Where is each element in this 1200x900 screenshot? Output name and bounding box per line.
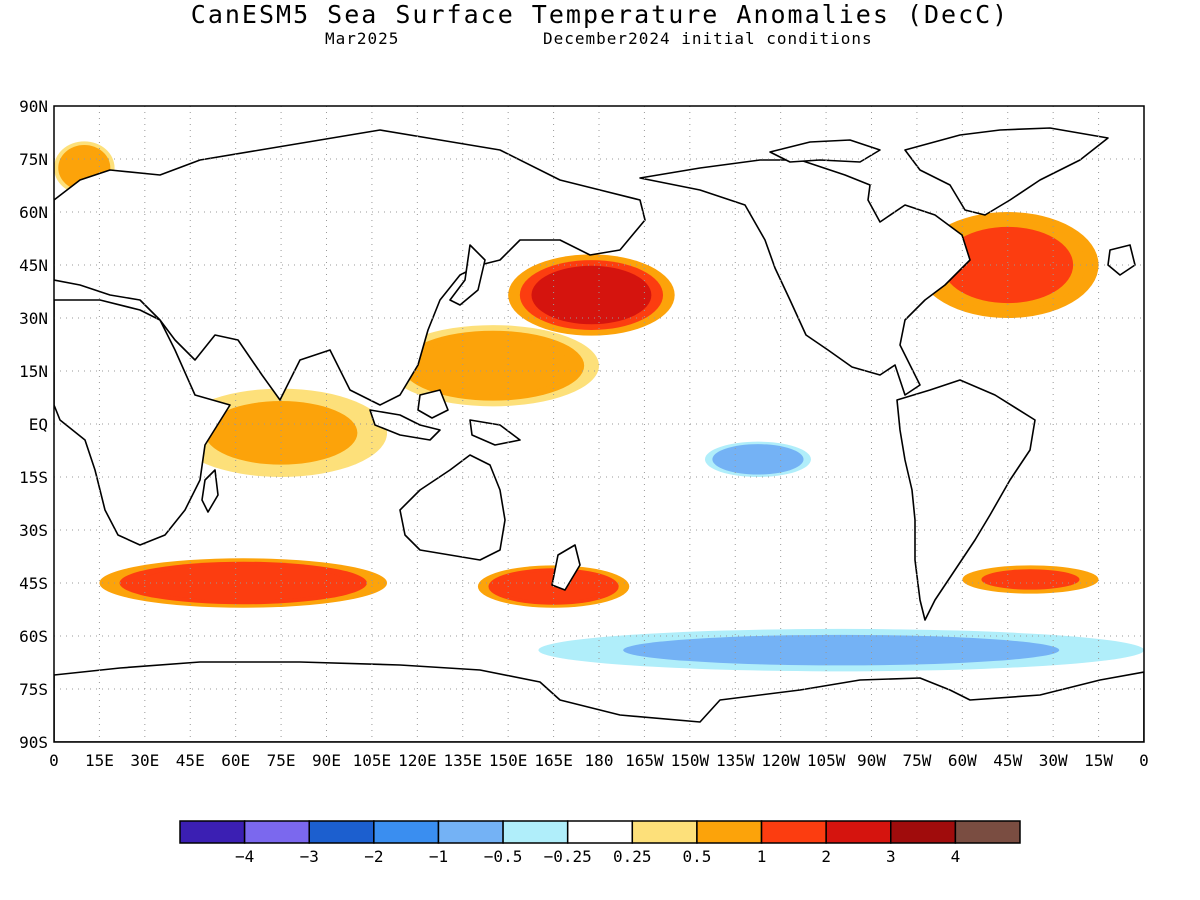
colorbar-box bbox=[308, 820, 375, 844]
longitude-labels: 0 15E 30E 45E 60E 75E 90E 105E 120E 135E 150E 165E 1… bbox=[49, 751, 1149, 770]
colorbar-label: −0.5 bbox=[484, 847, 523, 866]
colorbar-box bbox=[437, 820, 504, 844]
lon-label: 150E bbox=[489, 751, 528, 770]
colorbar-label: −2 bbox=[364, 847, 383, 866]
map-frame bbox=[53, 105, 1145, 743]
japan-islands bbox=[449, 244, 486, 306]
lat-label: 45S bbox=[19, 574, 48, 593]
lat-label: 45N bbox=[19, 256, 48, 275]
colorbar-box bbox=[243, 820, 310, 844]
lon-label: 90E bbox=[312, 751, 341, 770]
borneo-island bbox=[417, 389, 449, 419]
lat-label: EQ bbox=[29, 415, 48, 434]
colorbar-box bbox=[696, 820, 763, 844]
lat-label: 15N bbox=[19, 362, 48, 381]
new-guinea-island bbox=[469, 419, 521, 446]
colorbar-label: 0.25 bbox=[613, 847, 652, 866]
colorbar-label: 0.5 bbox=[682, 847, 711, 866]
lon-label: 180 bbox=[585, 751, 614, 770]
lon-label: 165E bbox=[534, 751, 573, 770]
sst-anomaly-map: 90N 75N 60N 45N 30N 15N EQ 15S 30S 45S 60S 75S 90S 0… bbox=[19, 97, 1149, 770]
colorbar-box bbox=[954, 820, 1021, 844]
init-conditions-label: December2024 initial conditions bbox=[543, 29, 873, 48]
greenland-landmass bbox=[904, 127, 1109, 216]
anomaly-patch bbox=[942, 226, 1074, 304]
colorbar-box bbox=[631, 820, 698, 844]
colorbar-label: 2 bbox=[821, 847, 831, 866]
lat-label: 30N bbox=[19, 309, 48, 328]
lon-label: 105W bbox=[807, 751, 846, 770]
north-america-landmass bbox=[639, 159, 971, 396]
colorbar-label: −0.25 bbox=[544, 847, 592, 866]
lon-label: 120E bbox=[398, 751, 437, 770]
colorbar-box bbox=[179, 820, 246, 844]
lon-label: 75W bbox=[902, 751, 931, 770]
colorbar-label: −1 bbox=[429, 847, 448, 866]
south-america-landmass bbox=[896, 379, 1036, 621]
anomaly-patch bbox=[416, 336, 570, 395]
lon-label: 60E bbox=[221, 751, 250, 770]
lon-label: 15E bbox=[85, 751, 114, 770]
indonesia-islands bbox=[369, 409, 441, 441]
lat-label: 60N bbox=[19, 203, 48, 222]
anomaly-patch bbox=[531, 265, 652, 325]
colorbar-box bbox=[890, 820, 957, 844]
valid-month-label: Mar2025 bbox=[325, 29, 400, 48]
map-title: CanESM5 Sea Surface Temperature Anomalie… bbox=[190, 0, 1010, 29]
colorbar-labels: −4 −3 −2 −1 −0.5 −0.25 0.25 0.5 1 2 3 4 bbox=[235, 847, 960, 866]
lon-label: 0 bbox=[49, 751, 59, 770]
colorbar-box bbox=[502, 820, 569, 844]
lat-label: 15S bbox=[19, 468, 48, 487]
anomaly-patch bbox=[139, 565, 347, 601]
lon-label: 135E bbox=[443, 751, 482, 770]
colorbar-label: −3 bbox=[300, 847, 319, 866]
anomaly-patch bbox=[623, 634, 1060, 666]
lat-label: 75S bbox=[19, 680, 48, 699]
anomaly-field bbox=[54, 141, 1144, 672]
lon-label: 45W bbox=[993, 751, 1022, 770]
lon-label: 15W bbox=[1084, 751, 1113, 770]
eurasia-landmass bbox=[54, 129, 646, 406]
land-masses bbox=[54, 127, 1144, 742]
lon-label: 165W bbox=[625, 751, 664, 770]
colorbar-label: 3 bbox=[886, 847, 896, 866]
colorbar-box bbox=[760, 820, 827, 844]
colorbar-box bbox=[566, 820, 634, 844]
lat-label: 60S bbox=[19, 627, 48, 646]
lon-label: 135W bbox=[716, 751, 755, 770]
lon-label: 60W bbox=[948, 751, 977, 770]
lat-label: 90N bbox=[19, 97, 48, 116]
colorbar-label: 1 bbox=[757, 847, 767, 866]
colorbar-boxes bbox=[179, 820, 1021, 844]
lat-label: 75N bbox=[19, 150, 48, 169]
lon-label: 90W bbox=[857, 751, 886, 770]
british-isles bbox=[1107, 244, 1136, 276]
colorbar-label: 4 bbox=[951, 847, 961, 866]
anomaly-patch bbox=[719, 446, 797, 473]
lon-label: 0 bbox=[1139, 751, 1149, 770]
lon-label: 120W bbox=[761, 751, 800, 770]
latitude-labels: 90N 75N 60N 45N 30N 15N EQ 15S 30S 45S 60S 75S 90S bbox=[19, 97, 48, 752]
lat-label: 30S bbox=[19, 521, 48, 540]
new-zealand-islands bbox=[551, 544, 581, 591]
anomaly-patch bbox=[981, 569, 1080, 590]
lon-label: 30E bbox=[130, 751, 159, 770]
lon-label: 30W bbox=[1039, 751, 1068, 770]
colorbar-box bbox=[373, 820, 440, 844]
lon-label: 150W bbox=[671, 751, 710, 770]
australia-landmass bbox=[399, 454, 506, 561]
colorbar-box bbox=[825, 820, 892, 844]
colorbar-label: −4 bbox=[235, 847, 254, 866]
lon-label: 75E bbox=[267, 751, 296, 770]
madagascar-island bbox=[201, 469, 219, 513]
lon-label: 45E bbox=[176, 751, 205, 770]
arctic-islands bbox=[769, 139, 881, 163]
lat-label: 90S bbox=[19, 733, 48, 752]
lat-lon-grid bbox=[54, 106, 1144, 742]
lon-label: 105E bbox=[353, 751, 392, 770]
anomaly-patch bbox=[204, 401, 358, 465]
